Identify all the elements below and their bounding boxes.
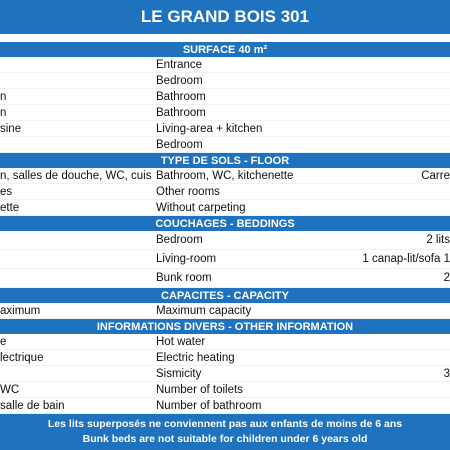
cell: 3	[443, 367, 450, 380]
cell: aximum	[0, 304, 41, 317]
cell: Maximum capacity	[156, 304, 252, 317]
cell: 1 canap-lit/sofa 1	[362, 253, 450, 265]
section-header: COUCHAGES - BEDDINGS	[0, 216, 450, 231]
table-row: n Bathroom	[0, 105, 450, 121]
cell: Electric heating	[156, 351, 235, 364]
table-row: Sismicity 3	[0, 366, 450, 382]
cell: n	[0, 106, 7, 119]
cell: WC	[0, 383, 20, 396]
table-row: Entrance	[0, 57, 450, 73]
cell: Bunk room	[156, 272, 212, 284]
table-row: ette Without carpeting	[0, 200, 450, 216]
table-row: Bedroom 2 lits	[0, 231, 450, 250]
table-row: Bedroom	[0, 73, 450, 89]
cell: n	[0, 90, 7, 103]
table-row: n, salles de douche, WC, cuisi Bathroom, …	[0, 168, 450, 184]
footer-line: Bunk beds are not suitable for children …	[82, 433, 368, 445]
cell: Carre	[421, 169, 450, 182]
cell: Hot water	[156, 335, 206, 348]
table-row: Living-room 1 canap-lit/sofa 1	[0, 250, 450, 269]
table-row: salle de bain Number of bathroom	[0, 398, 450, 414]
cell: salle de bain	[0, 399, 65, 412]
table-row: aximum Maximum capacity	[0, 303, 450, 319]
cell: lectrique	[0, 351, 44, 364]
cell: Other rooms	[156, 185, 220, 198]
cell: Entrance	[156, 58, 203, 71]
section-header: INFORMATIONS DIVERS - OTHER INFORMATION	[0, 319, 450, 334]
section-header: CAPACITES - CAPACITY	[0, 288, 450, 303]
section: CAPACITES - CAPACITY aximum Maximum capaci…	[0, 288, 450, 319]
sections: SURFACE 40 m² Entrance Bedroom n Bathroom n Ba…	[0, 42, 450, 414]
cell: Sismicity	[156, 367, 202, 380]
cell: 2 lits	[426, 234, 450, 246]
table-row: sine Living-area + kitchen	[0, 121, 450, 137]
section-header: TYPE DE SOLS - FLOOR	[0, 153, 450, 168]
section: SURFACE 40 m² Entrance Bedroom n Bathroom n Ba…	[0, 42, 450, 153]
cell: Living-room	[156, 253, 217, 265]
cell: Bedroom	[156, 234, 203, 246]
cell: 2	[443, 272, 450, 284]
cell: e	[0, 335, 7, 348]
cell: Bathroom	[156, 106, 206, 119]
section: COUCHAGES - BEDDINGS Bedroom 2 lits Living-…	[0, 216, 450, 288]
cell: Bathroom, WC, kitchenette	[156, 169, 294, 182]
table-row: Bedroom	[0, 137, 450, 153]
cell: es	[0, 185, 13, 198]
cell: Bathroom	[156, 90, 206, 103]
table-row: n Bathroom	[0, 89, 450, 105]
table-row: Bunk room 2	[0, 269, 450, 288]
cell: Living-area + kitchen	[156, 122, 263, 135]
cell: sine	[0, 122, 22, 135]
footer: Les lits superposés ne conviennent pas a…	[0, 414, 450, 450]
cell: Bedroom	[156, 138, 203, 151]
title: LE GRAND BOIS 301	[0, 0, 450, 34]
section-header: SURFACE 40 m²	[0, 42, 450, 57]
table-row: lectrique Electric heating	[0, 350, 450, 366]
cell: ette	[0, 201, 20, 214]
cell: n, salles de douche, WC, cuisi	[0, 169, 152, 182]
section: TYPE DE SOLS - FLOOR n, salles de douche,…	[0, 153, 450, 216]
table-row: e Hot water	[0, 334, 450, 350]
table-row: WC Number of toilets	[0, 382, 450, 398]
footer-line: Les lits superposés ne conviennent pas a…	[47, 418, 403, 430]
cell: Without carpeting	[156, 201, 246, 214]
table-row: es Other rooms	[0, 184, 450, 200]
section: INFORMATIONS DIVERS - OTHER INFORMATION e…	[0, 319, 450, 414]
cell: Bedroom	[156, 74, 203, 87]
cell: Number of bathroom	[156, 399, 262, 412]
cell: Number of toilets	[156, 383, 243, 396]
